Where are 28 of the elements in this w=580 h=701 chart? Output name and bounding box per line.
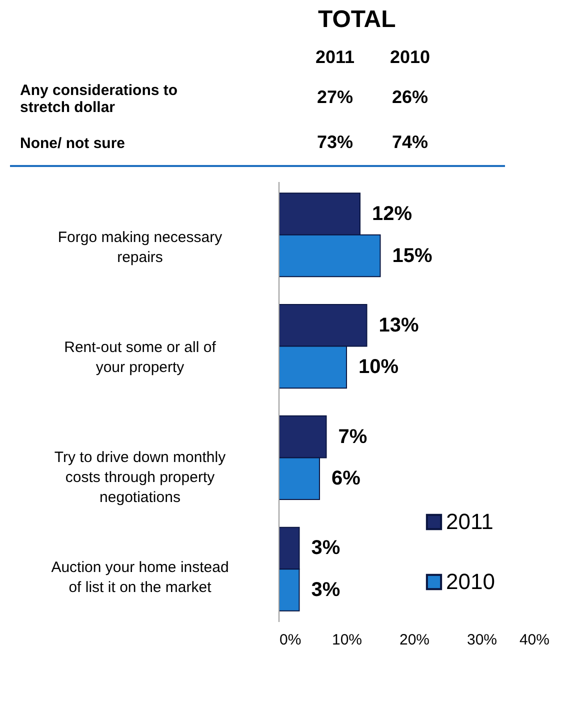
legend-label: 2010: [446, 569, 495, 594]
y-tick-label: Try to drive down monthly costs through property negotiations: [54, 449, 226, 506]
x-tick-label: 0%: [280, 632, 302, 648]
text: 26%: [392, 87, 428, 107]
chart-title: TOTAL: [318, 6, 396, 33]
data-label: 6%: [332, 468, 361, 490]
text: 74%: [392, 132, 428, 152]
data-label: 10%: [358, 356, 399, 378]
x-tick-label: 40%: [519, 632, 550, 648]
x-tick-label: 30%: [466, 632, 498, 648]
data-label: 13%: [378, 314, 419, 336]
text: 2010: [390, 47, 430, 67]
y-tick-label: Forgo making necessary repairs: [58, 229, 223, 266]
data-label: 12%: [372, 203, 412, 226]
legend-label: 2011: [446, 509, 494, 534]
y-tick-label: Auction your home instead of list it on the market: [51, 559, 229, 596]
text: 27%: [316, 87, 354, 107]
text: None/ not sure: [20, 135, 126, 152]
text: 2011: [315, 47, 355, 67]
data-label: 3%: [311, 537, 340, 560]
text: 73%: [316, 132, 354, 152]
data-label: 7%: [338, 426, 368, 448]
x-tick-label: 20%: [399, 632, 430, 648]
data-label: 3%: [311, 578, 340, 601]
text: Any considerations to stretch dollar: [20, 82, 178, 116]
y-tick-label: Rent-out some or all of your property: [64, 339, 217, 376]
data-label: 15%: [392, 244, 432, 267]
x-tick-label: 10%: [332, 632, 362, 648]
